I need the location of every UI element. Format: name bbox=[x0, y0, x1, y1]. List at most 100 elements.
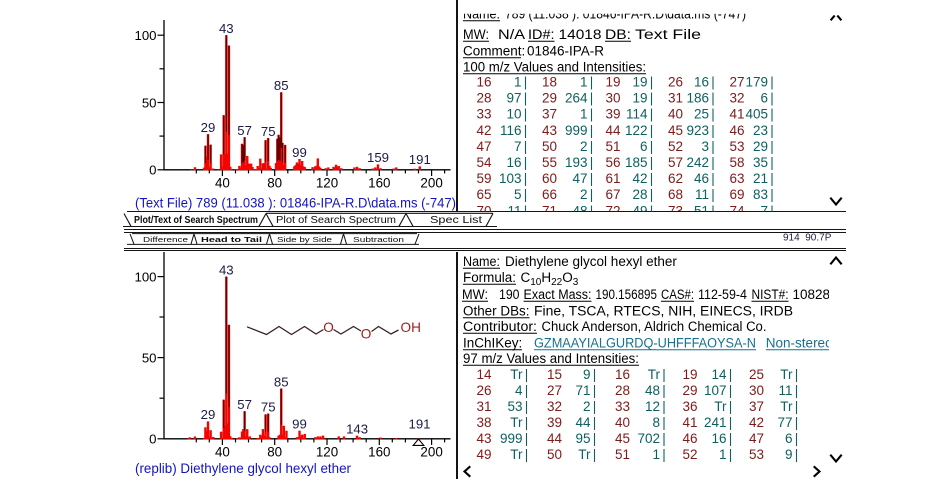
svg-text:|: | bbox=[729, 447, 733, 462]
svg-text:55: 55 bbox=[542, 155, 557, 170]
svg-text:|: | bbox=[770, 203, 774, 218]
svg-text:32: 32 bbox=[547, 399, 562, 414]
svg-text:43: 43 bbox=[476, 431, 491, 446]
svg-text:|: | bbox=[795, 447, 799, 462]
svg-text:190.156895: 190.156895 bbox=[596, 287, 658, 302]
svg-text:37: 37 bbox=[542, 107, 557, 122]
svg-text:Tr: Tr bbox=[510, 367, 523, 382]
svg-text:6: 6 bbox=[760, 91, 768, 106]
svg-text:|: | bbox=[524, 155, 528, 170]
svg-text:|: | bbox=[662, 447, 666, 462]
svg-text:|: | bbox=[524, 123, 528, 138]
svg-text:69: 69 bbox=[729, 187, 744, 202]
svg-text:Exact Mass:: Exact Mass: bbox=[524, 287, 592, 302]
svg-text:50: 50 bbox=[547, 447, 562, 462]
svg-text:28: 28 bbox=[476, 91, 491, 106]
svg-text:|: | bbox=[711, 91, 715, 106]
svg-text:72: 72 bbox=[605, 203, 620, 218]
svg-text:|: | bbox=[650, 155, 654, 170]
svg-text:43: 43 bbox=[219, 21, 234, 36]
svg-text:|: | bbox=[590, 187, 594, 202]
svg-text:|: | bbox=[770, 187, 774, 202]
svg-text:702: 702 bbox=[637, 431, 660, 446]
svg-text:57: 57 bbox=[237, 397, 252, 412]
svg-text:Subtraction: Subtraction bbox=[353, 235, 404, 243]
svg-text:39: 39 bbox=[547, 415, 562, 430]
svg-text:54: 54 bbox=[476, 155, 492, 170]
svg-text:44: 44 bbox=[605, 123, 621, 138]
svg-text:47: 47 bbox=[476, 139, 491, 154]
svg-text:11: 11 bbox=[778, 383, 792, 398]
svg-text:60: 60 bbox=[542, 171, 557, 186]
svg-text:Other DBs:: Other DBs: bbox=[463, 304, 530, 319]
svg-text:|: | bbox=[650, 139, 654, 154]
svg-text:112-59-4: 112-59-4 bbox=[698, 287, 747, 302]
svg-text:C10H22O3: C10H22O3 bbox=[521, 270, 579, 288]
svg-text:50: 50 bbox=[142, 350, 157, 365]
svg-text:29: 29 bbox=[201, 407, 216, 422]
svg-text:32: 32 bbox=[729, 91, 744, 106]
svg-text:46: 46 bbox=[694, 171, 709, 186]
svg-text:6: 6 bbox=[640, 139, 648, 154]
svg-text:|: | bbox=[711, 123, 715, 138]
svg-text:57: 57 bbox=[668, 155, 683, 170]
svg-text:|: | bbox=[770, 75, 774, 90]
svg-text:|: | bbox=[593, 447, 597, 462]
svg-text:120: 120 bbox=[316, 175, 338, 190]
svg-text:999: 999 bbox=[565, 123, 588, 138]
svg-text:241: 241 bbox=[704, 415, 727, 430]
svg-text:12: 12 bbox=[645, 399, 660, 414]
svg-text:200: 200 bbox=[420, 444, 442, 459]
svg-text:46: 46 bbox=[729, 123, 744, 138]
svg-text:23: 23 bbox=[753, 123, 768, 138]
svg-text:159: 159 bbox=[367, 150, 389, 165]
svg-text:103: 103 bbox=[499, 171, 522, 186]
svg-text:|: | bbox=[593, 415, 597, 430]
svg-text:5: 5 bbox=[514, 187, 522, 202]
svg-text:80: 80 bbox=[267, 444, 282, 459]
svg-text:44: 44 bbox=[547, 431, 563, 446]
svg-text:29: 29 bbox=[682, 383, 697, 398]
svg-text:19: 19 bbox=[632, 75, 647, 90]
svg-text:193: 193 bbox=[565, 155, 588, 170]
svg-text:190: 190 bbox=[499, 287, 520, 302]
svg-text:|: | bbox=[770, 91, 774, 106]
svg-text:45: 45 bbox=[615, 431, 630, 446]
svg-text:41: 41 bbox=[729, 107, 744, 122]
svg-text:|: | bbox=[525, 447, 529, 462]
svg-text:116: 116 bbox=[500, 123, 522, 138]
svg-text:53: 53 bbox=[729, 139, 744, 154]
svg-text:31: 31 bbox=[476, 399, 491, 414]
svg-text:73: 73 bbox=[668, 203, 683, 218]
svg-text:42: 42 bbox=[749, 415, 764, 430]
svg-text:ID#:: ID#: bbox=[528, 27, 555, 42]
svg-text:|: | bbox=[662, 383, 666, 398]
svg-text:8: 8 bbox=[652, 415, 660, 430]
svg-text:|: | bbox=[711, 107, 715, 122]
svg-text:|: | bbox=[662, 399, 666, 414]
svg-text:40: 40 bbox=[215, 175, 230, 190]
svg-text:Spec List: Spec List bbox=[430, 215, 482, 226]
svg-text:9: 9 bbox=[785, 447, 793, 462]
svg-text:47: 47 bbox=[749, 431, 764, 446]
svg-text:Tr: Tr bbox=[510, 415, 523, 430]
svg-text:65: 65 bbox=[476, 187, 491, 202]
svg-text:|: | bbox=[729, 367, 733, 382]
svg-text:11: 11 bbox=[695, 187, 709, 202]
svg-text:97: 97 bbox=[506, 91, 521, 106]
svg-text:33: 33 bbox=[615, 399, 630, 414]
svg-text:Contributor:: Contributor: bbox=[463, 319, 537, 334]
svg-text:1: 1 bbox=[652, 447, 660, 462]
svg-text:51: 51 bbox=[615, 447, 630, 462]
svg-text:57: 57 bbox=[237, 123, 252, 138]
svg-text:(Text File) 789 (11.038 ): 018: (Text File) 789 (11.038 ): 01846-IPA-R.D… bbox=[135, 196, 456, 211]
svg-text:1: 1 bbox=[514, 75, 522, 90]
svg-text:95: 95 bbox=[575, 431, 590, 446]
svg-text:61: 61 bbox=[605, 171, 620, 186]
svg-text:9: 9 bbox=[583, 367, 591, 382]
svg-text:58: 58 bbox=[729, 155, 744, 170]
svg-text:107: 107 bbox=[704, 383, 727, 398]
svg-text:6: 6 bbox=[785, 431, 793, 446]
svg-text:|: | bbox=[662, 367, 666, 382]
svg-text:|: | bbox=[795, 367, 799, 382]
